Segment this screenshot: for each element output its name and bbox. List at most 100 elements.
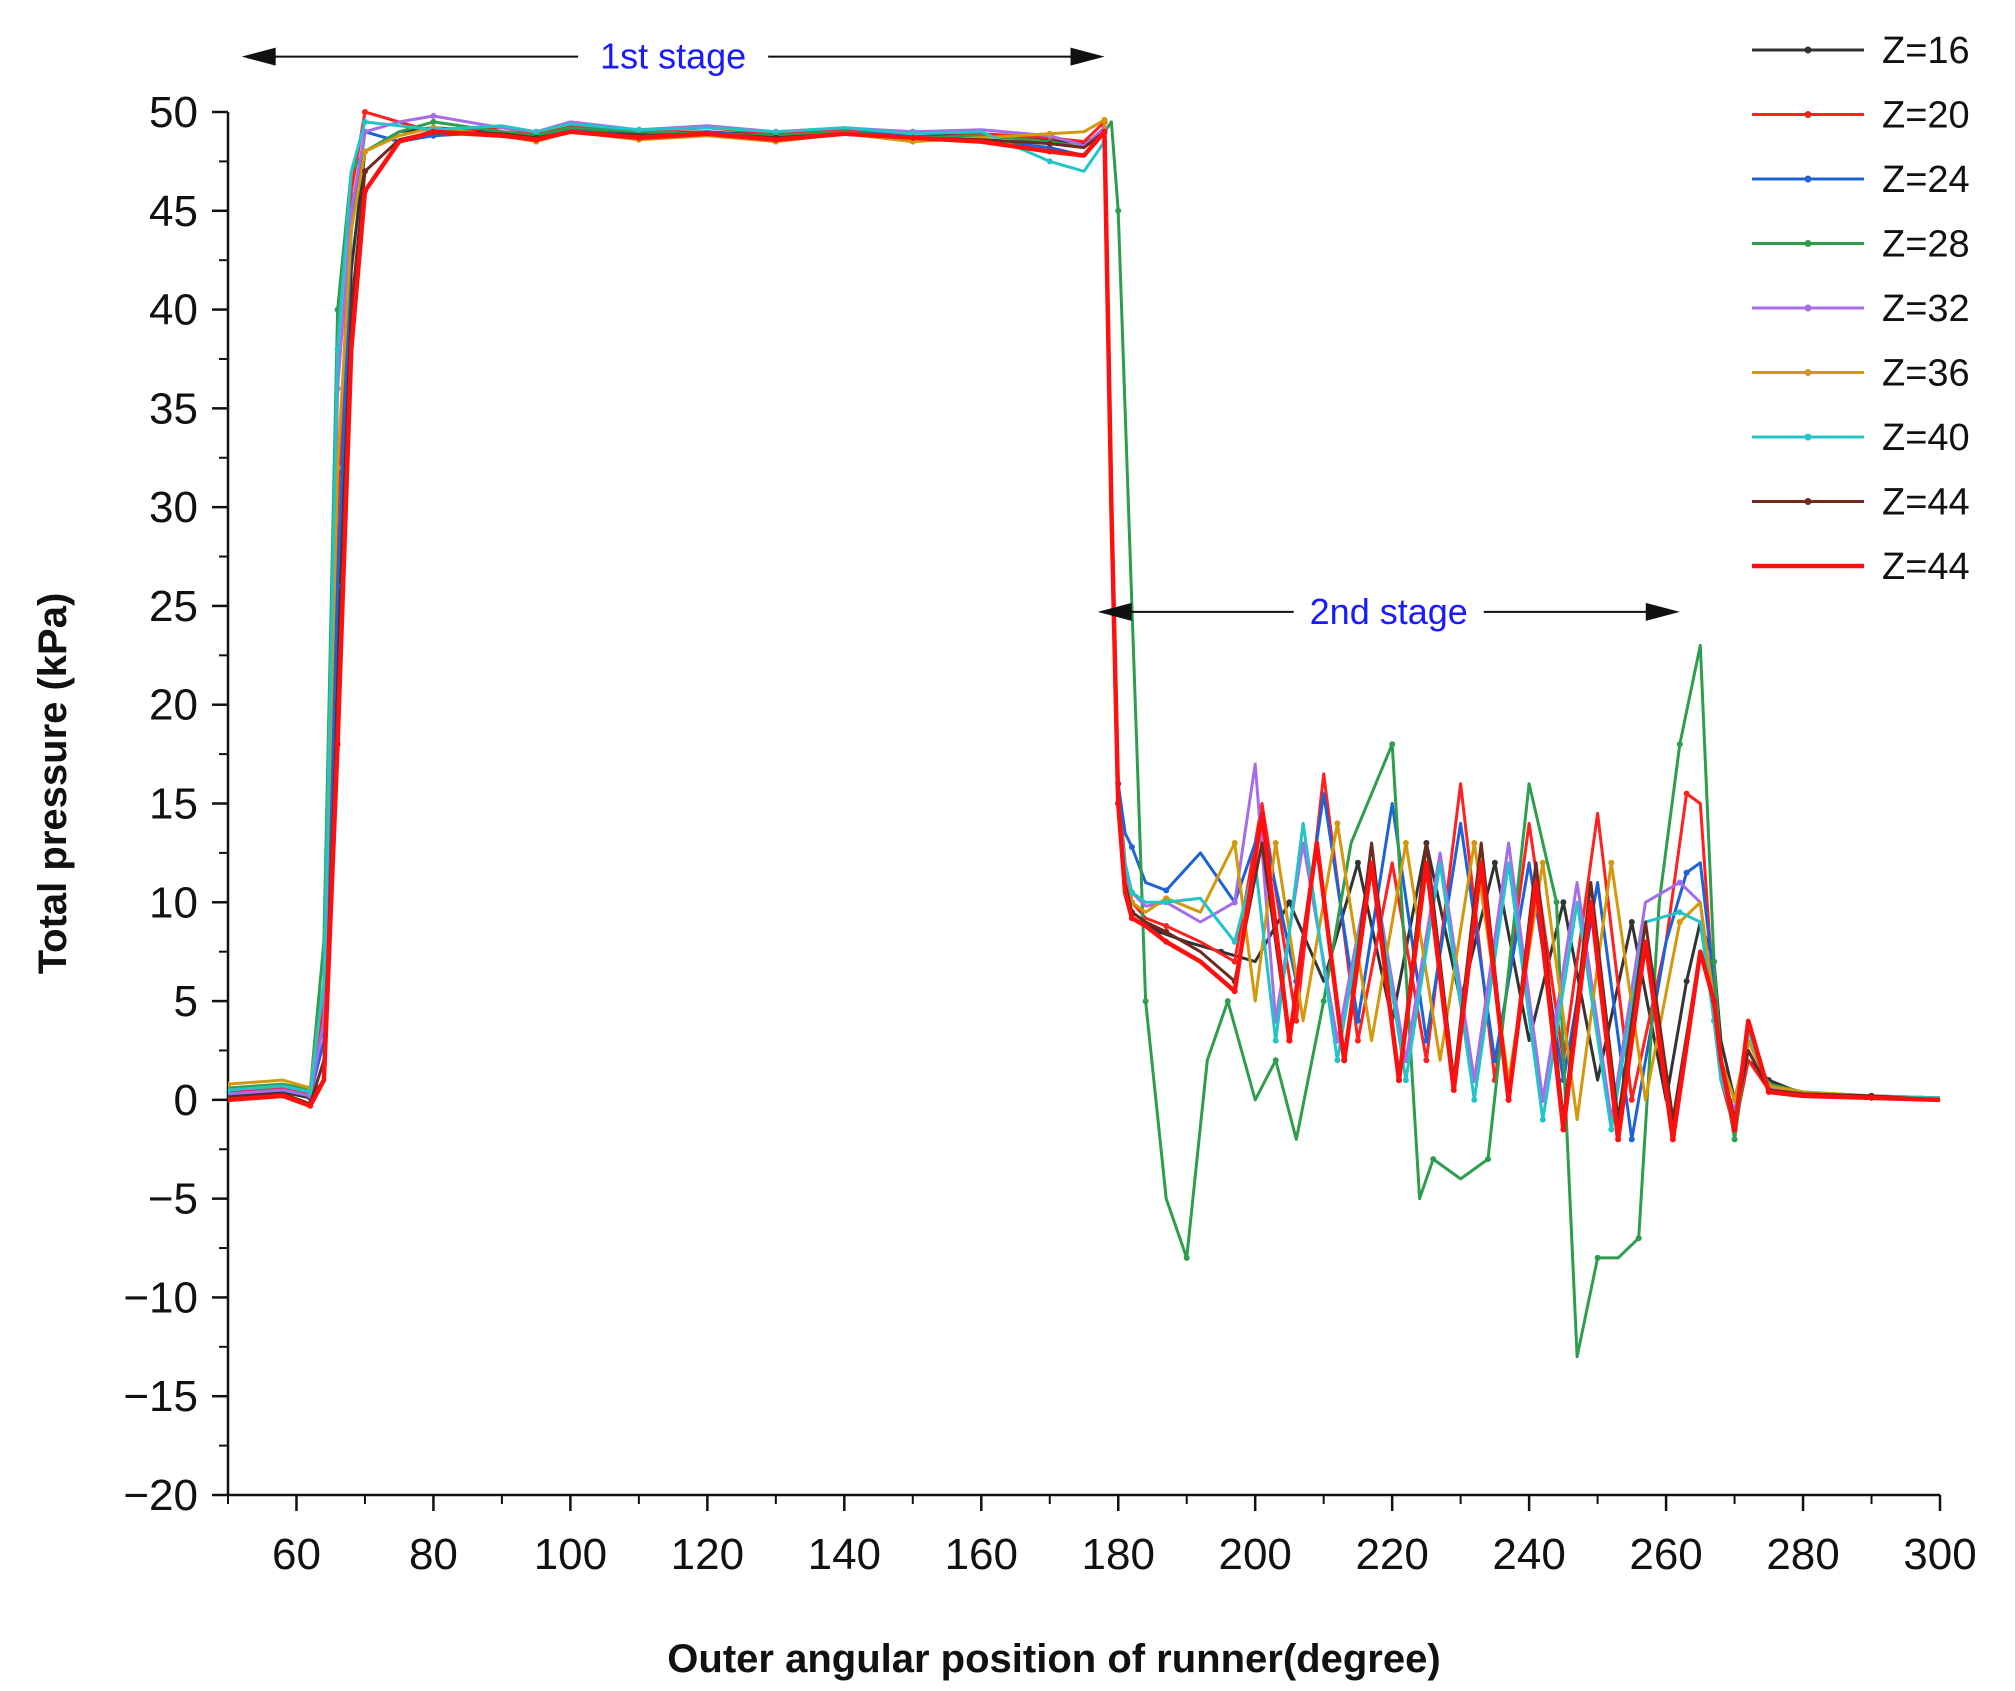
x-tick-label: 180 [1082,1530,1155,1579]
y-tick-label: −15 [123,1372,198,1421]
series-point [1711,958,1717,965]
series-point [635,126,642,133]
series-point [1711,998,1717,1005]
series-point [362,148,368,155]
arrowhead-left [1097,602,1132,621]
series-point [1354,1037,1361,1044]
x-tick-label: 160 [945,1530,1018,1579]
series-point [1628,1136,1635,1143]
series-point [334,583,341,590]
series-point [1402,1077,1409,1084]
y-tick-label: 5 [174,977,198,1026]
series-point [334,741,341,748]
stage-label-1: 1st stage [600,36,746,77]
axes: 60 80 100 120 140 160 180 200 220 240 260 280 300−20… [123,88,1976,1579]
series-point [430,128,437,135]
series-point [1676,919,1683,925]
x-axis-title: Outer angular position of runner(degree) [667,1637,1440,1681]
legend-label: Z=36 [1882,353,1970,395]
series-point [430,118,437,125]
series-point [1286,899,1293,906]
series-point [1163,923,1170,929]
series-point [1471,840,1478,846]
x-tick-label: 240 [1492,1530,1565,1579]
series-point [772,136,779,143]
series-point [228,1081,231,1088]
arrowhead-right [1645,602,1680,621]
series-point [1354,1017,1361,1024]
x-tick-label: 220 [1355,1530,1428,1579]
series-point [307,1089,314,1095]
series-point [1163,899,1170,906]
series-line-5 [228,114,1941,1122]
series-point [1491,859,1498,866]
series-point [1396,1077,1402,1084]
series-point [1272,1057,1279,1064]
legend-marker [1804,498,1812,505]
series-point [1286,1037,1293,1044]
series-point [1354,859,1361,866]
x-tick-label: 280 [1766,1530,1839,1579]
legend-marker [1804,46,1812,54]
series-point [1471,1096,1478,1103]
series-point [1635,1235,1642,1242]
series-line-2 [228,110,1941,1131]
series-point [1491,1057,1498,1064]
y-tick-label: 40 [149,286,198,335]
x-tick-label: 200 [1218,1530,1291,1579]
series-point [1101,116,1108,123]
series-point [1272,840,1279,846]
series-point [1676,909,1683,916]
series-point [1731,1136,1738,1143]
series-point [1505,1096,1512,1103]
series-point [1683,978,1690,985]
series-point [362,168,368,175]
series-point [772,128,779,135]
series-point [1142,998,1149,1005]
series-point [1115,207,1122,214]
series-point [1402,840,1409,846]
series-point [1676,741,1683,748]
series-point [1334,820,1341,827]
legend-marker [1804,175,1812,183]
legend: Z=16 Z=20 Z=24 Z=28 Z=32 Z=36 Z=40 Z=44 Z=44 [1752,30,1970,588]
legend-label: Z=16 [1882,30,1970,72]
legend-marker [1804,304,1812,312]
series-line-3 [228,128,1941,1141]
series-point [1046,130,1053,137]
series-point [334,346,341,353]
legend-label: Z=44 [1882,482,1970,524]
series-point [1608,859,1615,866]
series-point [1539,1116,1546,1123]
series-point [1231,899,1238,906]
series-point [1231,938,1238,945]
y-tick-label: 45 [149,187,198,236]
y-tick-label: 50 [149,88,198,137]
series-point [430,113,437,119]
series-point [1272,1037,1279,1044]
series-point [362,109,368,115]
series-point [1320,998,1327,1005]
x-tick-label: 120 [671,1530,744,1579]
series-point [1868,1094,1875,1101]
series-point [1560,899,1567,906]
y-tick-label: −10 [123,1273,198,1322]
series-line-9 [228,129,1941,1142]
series-point [1389,741,1396,748]
series-point [635,134,642,141]
series-point [533,136,540,143]
series-point [1608,1126,1615,1133]
series-line-8 [228,130,1941,1122]
series-point [1628,1096,1635,1103]
series-point [1101,128,1108,135]
series-point [362,118,368,125]
series-point [1683,790,1690,797]
series-point [362,188,368,194]
series-point [1128,889,1135,896]
series-point [1485,1156,1491,1163]
legend-label: Z=20 [1882,95,1970,137]
series-point [1183,1254,1190,1261]
series-point [1046,148,1053,155]
